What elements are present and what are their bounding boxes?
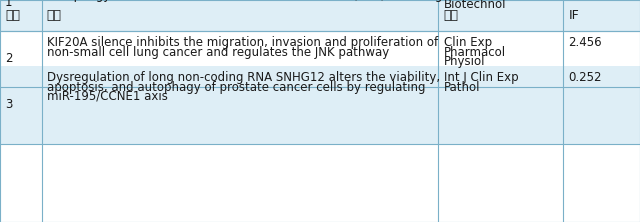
Text: Physiol: Physiol [444,55,485,68]
Text: 1: 1 [5,0,13,9]
Text: 0.252: 0.252 [568,71,602,84]
Text: 2.456: 2.456 [568,36,602,49]
Bar [0,0,640,31]
Bar [0,0,640,31]
Bar [0,66,640,144]
Text: Biotechnol: Biotechnol [444,0,506,11]
Text: 2: 2 [5,52,13,65]
Text: non-small cell lung cancer and regulates the JNK pathway: non-small cell lung cancer and regulates… [47,46,389,59]
Text: IF: IF [568,9,579,22]
Text: Clin Exp: Clin Exp [444,36,492,49]
Text: Pharmacol: Pharmacol [444,46,506,59]
Text: Int J Clin Exp: Int J Clin Exp [444,71,518,84]
Text: 期刊: 期刊 [444,9,458,22]
Text: apoptosis, and autophagy of prostate cancer cells by regulating: apoptosis, and autophagy of prostate can… [47,81,425,94]
Text: 标题: 标题 [47,9,61,22]
Text: miR-195/CCNE1 axis: miR-195/CCNE1 axis [47,90,168,103]
Text: Nanomed: Nanomed [444,0,500,2]
Text: autophagy via MALAT1-miR-183-SIRT1 axis and PI3K/AKT/mTOR signals: autophagy via MALAT1-miR-183-SIRT1 axis … [47,0,467,2]
Text: Dysregulation of long non-coding RNA SNHG12 alters the viability,: Dysregulation of long non-coding RNA SNH… [47,71,440,84]
Bar [0,31,640,87]
Text: Pathol: Pathol [444,81,480,94]
Text: KIF20A silence inhibits the migration, invasion and proliferation of: KIF20A silence inhibits the migration, i… [47,36,438,49]
Text: 3: 3 [5,98,13,111]
Text: 序号: 序号 [5,9,20,22]
